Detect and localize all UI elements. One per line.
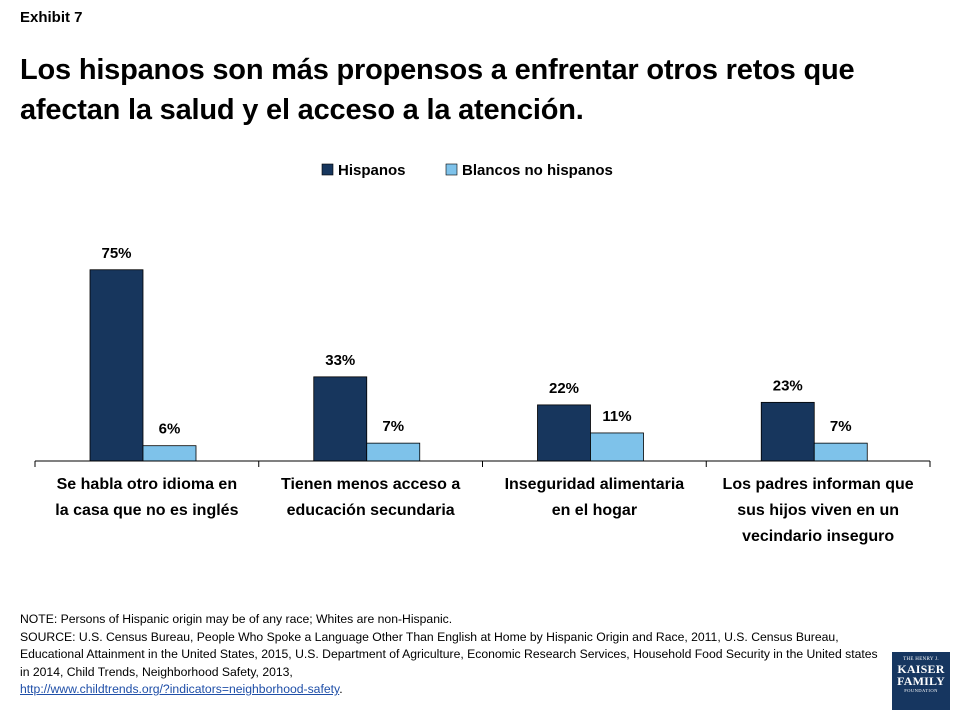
data-label-blancos-2: 7%	[382, 418, 404, 435]
logo-line-3: FAMILY	[897, 674, 945, 688]
category-label-1-line-2: la casa que no es inglés	[55, 502, 238, 519]
category-label-4-line-1: Los padres informan que	[723, 476, 914, 493]
notes-block: NOTE: Persons of Hispanic origin may be …	[20, 611, 880, 699]
page-title: Los hispanos son más propensos a enfrent…	[20, 54, 855, 126]
category-label-3-line-1: Inseguridad alimentaria	[505, 476, 685, 493]
bar-blancos-4	[813, 442, 868, 462]
legend-swatch-blancos	[445, 163, 458, 176]
bar-hispanos-3	[537, 404, 591, 462]
category-label-1-line-1: Se habla otro idioma en	[57, 476, 237, 493]
bar-hispanos-1	[89, 269, 144, 462]
data-label-hispanos-4: 23%	[773, 377, 803, 394]
category-label-2-line-2: educación secundaria	[287, 502, 455, 519]
exhibit-label: Exhibit 7	[20, 9, 83, 26]
data-label-blancos-1: 6%	[159, 421, 181, 438]
bar-blancos-1	[142, 445, 197, 462]
category-label-4-line-2: sus hijos viven en un	[737, 502, 899, 519]
legend-label-hispanos: Hispanos	[338, 162, 406, 179]
logo-line-2: KAISER	[897, 662, 945, 676]
data-label-hispanos-2: 33%	[325, 352, 355, 369]
legend-label-blancos: Blancos no hispanos	[462, 162, 613, 179]
source-text: SOURCE: U.S. Census Bureau, People Who S…	[20, 629, 880, 699]
kff-logo: THE HENRY J. KAISER FAMILY FOUNDATION	[892, 652, 950, 710]
data-label-blancos-4: 7%	[830, 418, 852, 435]
bar-chart: Hispanos Blancos no hispanos 75% 6% Se habla…	[34, 162, 931, 545]
data-label-hispanos-3: 22%	[549, 380, 579, 397]
bar-hispanos-2	[313, 376, 368, 462]
source-link[interactable]: http://www.childtrends.org/?indicators=n…	[20, 682, 340, 696]
source-link-suffix: .	[339, 682, 343, 696]
data-label-blancos-3: 11%	[602, 408, 631, 425]
bar-blancos-2	[366, 442, 421, 462]
category-label-3-line-2: en el hogar	[552, 502, 637, 519]
legend-swatch-hispanos	[321, 163, 334, 176]
data-label-hispanos-1: 75%	[101, 245, 131, 262]
bar-hispanos-4	[760, 401, 815, 462]
category-label-4-line-3: vecindario inseguro	[742, 528, 894, 545]
logo-line-1: THE HENRY J.	[903, 657, 939, 662]
category-label-2-line-1: Tienen menos acceso a	[281, 476, 460, 493]
note-text: NOTE: Persons of Hispanic origin may be …	[20, 612, 453, 626]
logo-line-4: FOUNDATION	[904, 688, 938, 693]
bar-blancos-3	[590, 432, 644, 462]
source-body: SOURCE: U.S. Census Bureau, People Who S…	[20, 629, 878, 679]
